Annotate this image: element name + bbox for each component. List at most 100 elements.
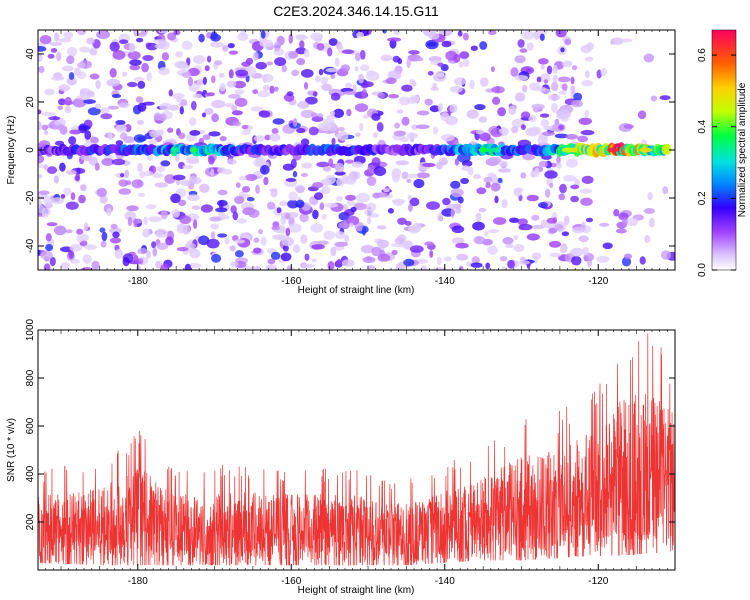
spectrogram-speckle-blob [470, 262, 483, 268]
spectrogram-speckle-blob [76, 228, 84, 235]
y-tick-label: 800 [25, 369, 36, 386]
spectrogram-speckle-blob [549, 182, 554, 189]
spectrogram-speckle-blob [304, 253, 310, 261]
spectrogram-speckle-blob [450, 180, 461, 189]
spectrogram-speckle-blob [111, 93, 122, 99]
spectrogram-speckle-blob [110, 237, 121, 244]
spectrogram-speckle-blob [490, 182, 501, 192]
spectrogram-speckle-blob [218, 199, 224, 210]
spectrogram-speckle-blob [432, 82, 437, 90]
spectrogram-speckle-blob [158, 30, 169, 34]
spectrogram-speckle-blob [620, 38, 633, 43]
spectrogram-speckle-blob [296, 127, 306, 134]
spectrogram-speckle-blob [50, 197, 65, 205]
spectrogram-speckle-blob [198, 183, 210, 193]
spectrogram-speckle-blob [231, 105, 238, 112]
spectrogram-speckle-blob [334, 171, 346, 176]
spectrogram-speckle-blob [152, 247, 158, 257]
spectrogram-speckle-blob [570, 76, 575, 85]
spectrogram-speckle-blob [319, 202, 325, 211]
spectrogram-speckle-blob [56, 124, 65, 131]
spectrogram-speckle-blob [210, 31, 218, 40]
spectrogram-speckle-blob [172, 92, 185, 100]
spectrogram-speckle-blob [231, 110, 243, 116]
spectrogram-speckle-blob [65, 201, 79, 210]
spectrogram-speckle-blob [377, 225, 387, 230]
spectrogram-speckle-blob [122, 257, 130, 267]
spectrogram-speckle-blob [200, 204, 213, 213]
spectrogram-speckle-blob [584, 71, 590, 79]
spectrogram-speckle-blob [65, 229, 73, 234]
spectrogram-speckle-blob [207, 55, 212, 63]
spectrogram-speckle-blob [138, 192, 145, 197]
spectrogram-speckle-blob [192, 55, 206, 64]
spectrogram-speckle-blob [260, 236, 267, 246]
spectrogram-speckle-blob [234, 89, 245, 95]
y-tick-label: 0 [25, 147, 36, 153]
spectrogram-speckle-blob [559, 183, 567, 194]
spectrogram-speckle-blob [38, 174, 43, 179]
spectrogram-speckle-blob [238, 176, 247, 181]
spectrogram-speckle-blob [160, 210, 168, 220]
spectrogram-speckle-blob [290, 158, 297, 169]
spectrogram-speckle-blob [281, 64, 287, 73]
spectrogram-speckle-blob [497, 177, 503, 183]
spectrogram-speckle-blob [237, 32, 249, 41]
spectrogram-speckle-blob [366, 71, 380, 82]
spectrogram-speckle-blob [342, 204, 348, 211]
y-tick-label: 400 [25, 465, 36, 482]
spectrogram-speckle-blob [518, 260, 531, 265]
spectrogram-speckle-blob [300, 234, 308, 245]
spectrogram-speckle-blob [570, 247, 584, 257]
spectrogram-speckle-blob [65, 170, 77, 175]
spectrogram-speckle-blob [224, 237, 230, 245]
spectrogram-speckle-blob [623, 124, 634, 129]
spectrogram-speckle-blob [288, 51, 299, 59]
spectrogram-speckle-blob [517, 218, 528, 226]
spectrogram-speckle-blob [462, 160, 473, 167]
spectrogram-speckle-blob [578, 117, 592, 126]
spectrogram-speckle-blob [108, 132, 113, 141]
spectrogram-speckle-blob [292, 244, 301, 254]
spectrogram-speckle-blob [558, 90, 567, 95]
spectrogram-speckle-blob [442, 197, 451, 206]
spectrogram-ridge-peak [190, 147, 198, 153]
spectrogram-speckle-blob [416, 172, 431, 179]
spectrogram-speckle-blob [95, 79, 101, 89]
y-tick-label: 600 [25, 417, 36, 434]
colorbar: 0.0 0.2 0.4 0.6 Normalized spectral amplitu… [697, 29, 748, 277]
spectrogram-speckle-blob [459, 51, 470, 59]
spectrogram-speckle-blob [38, 190, 50, 195]
spectrogram-speckle-blob [146, 71, 152, 82]
spectrogram-speckle-blob [44, 88, 55, 96]
spectrogram-speckle-blob [354, 103, 369, 112]
spectrogram-speckle-blob [76, 234, 84, 243]
spectrogram-speckle-blob [571, 255, 582, 266]
spectrogram-speckle-blob [462, 32, 469, 41]
spectrogram-speckle-blob [538, 160, 548, 168]
spectrogram-speckle-blob [426, 41, 437, 47]
spectrogram-speckle-blob [364, 208, 374, 216]
snr-x-axis-label: Height of straight line (km) [298, 585, 415, 596]
spectrogram-speckle-blob [585, 217, 594, 223]
spectrogram-speckle-blob [39, 35, 52, 45]
spectrogram-speckle-blob [106, 78, 121, 87]
colorbar-tick-label: 0.6 [697, 48, 708, 62]
spectrogram-speckle-blob [182, 164, 194, 170]
spectrogram-speckle-blob [49, 256, 56, 267]
spectrogram-speckle-blob [118, 179, 129, 187]
spectrogram-speckle-blob [218, 72, 225, 78]
spectrogram-speckle-blob [234, 239, 246, 244]
spectrogram-speckle-blob [124, 169, 130, 179]
spectrogram-speckle-blob [211, 254, 222, 263]
spectrogram-speckle-blob [558, 124, 565, 131]
spectrogram-speckle-blob [351, 161, 363, 168]
spectrogram-speckle-blob [558, 76, 571, 83]
spectrogram-speckle-blob [245, 66, 257, 77]
spectrogram-speckle-blob [75, 172, 80, 182]
spectrogram-speckle-blob [412, 222, 422, 233]
spectrogram-speckle-blob [40, 250, 53, 260]
spectrogram-speckle-blob [296, 199, 305, 208]
spectrogram-speckle-blob [531, 103, 545, 110]
spectrogram-speckle-blob [59, 162, 66, 172]
